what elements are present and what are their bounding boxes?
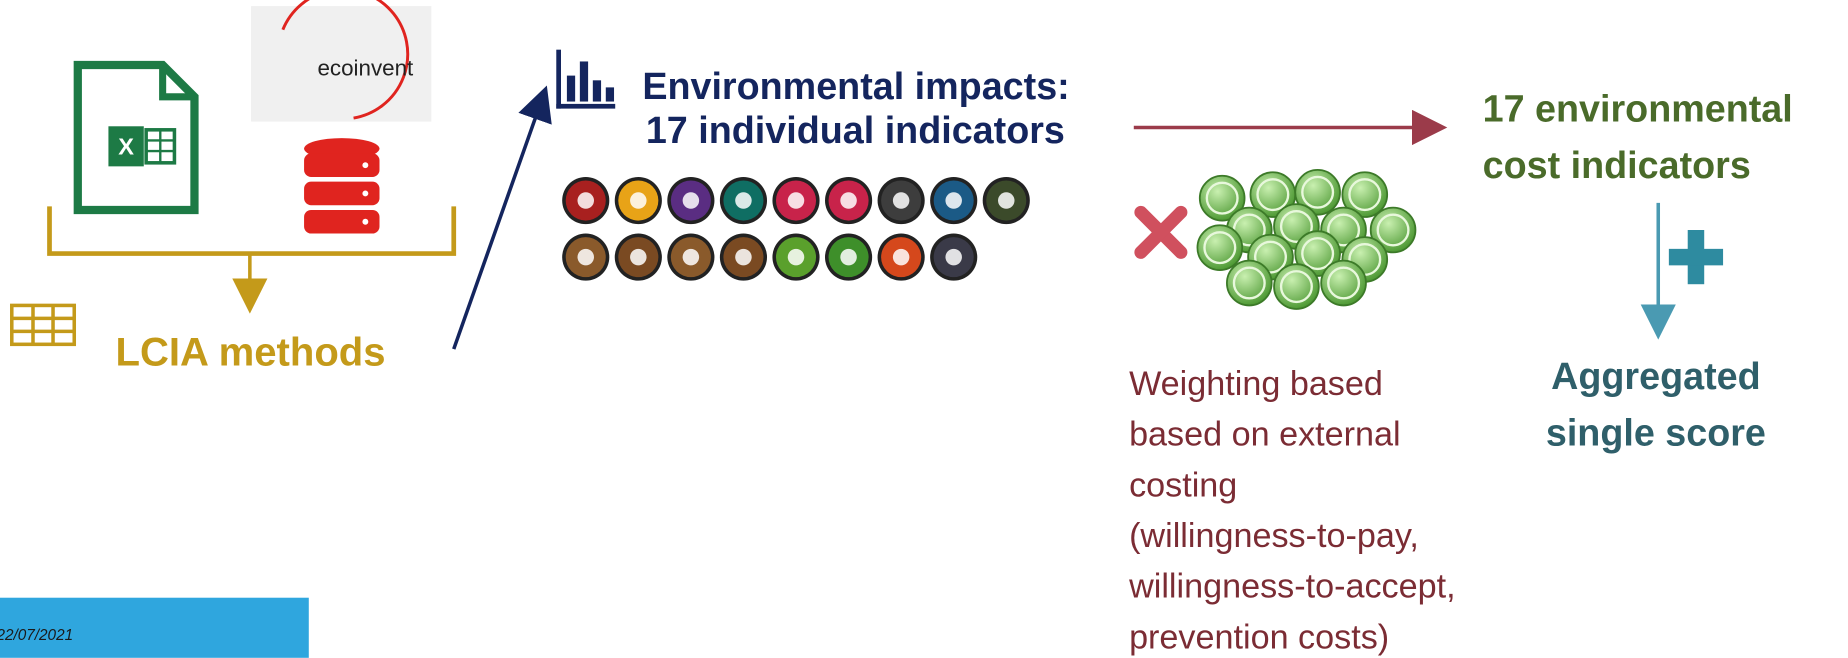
footer-bar xyxy=(0,597,309,658)
weighting-line: based on external xyxy=(1129,416,1401,454)
coin-rim xyxy=(1203,231,1237,265)
arrow xyxy=(452,85,552,350)
coin-rim xyxy=(1279,270,1313,304)
logo-text: ecoinvent xyxy=(317,56,414,81)
impact-icon-symbol xyxy=(945,248,962,266)
weighting-text: Weighting based based on external costing (… xyxy=(1128,365,1456,656)
weighting-line: willingness-to-accept, xyxy=(1128,568,1456,606)
cost-title: 17 environmental xyxy=(1483,88,1793,130)
coin-rim xyxy=(1327,213,1361,247)
impact-icon-symbol xyxy=(682,192,700,209)
weighting-line: (willingness-to-pay, xyxy=(1129,517,1419,555)
coin-rim xyxy=(1279,209,1313,243)
plus-sign xyxy=(1668,230,1724,285)
impact-icons xyxy=(562,176,1030,281)
ecoinvent-logo: ecoinvent xyxy=(251,0,432,122)
coin-rim xyxy=(1301,237,1335,271)
impact-icon-symbol xyxy=(787,192,805,209)
weighting-line: costing xyxy=(1129,466,1237,504)
weighting-line: prevention costs) xyxy=(1129,618,1389,656)
cost-title: cost indicators xyxy=(1483,144,1751,186)
coin-rim xyxy=(1256,178,1290,212)
impact-icon-symbol xyxy=(577,192,594,209)
impact-icon-symbol xyxy=(945,192,962,209)
impact-icon-symbol xyxy=(577,248,594,266)
svg-text:X: X xyxy=(118,134,134,160)
euro-coins xyxy=(1196,169,1417,310)
coin-rim xyxy=(1232,266,1266,300)
impacts-title: 17 individual indicators xyxy=(646,109,1065,151)
aggregate-text: single score xyxy=(1546,412,1766,454)
multiply-sign xyxy=(1134,205,1188,259)
impact-icon-symbol xyxy=(892,192,910,209)
bar-icon xyxy=(556,49,616,109)
impact-icon-symbol xyxy=(682,248,700,266)
database-icon xyxy=(304,138,380,234)
impact-icon-symbol xyxy=(998,192,1015,209)
aggregate-text: Aggregated xyxy=(1551,355,1760,397)
coin-rim xyxy=(1205,181,1239,215)
lcia-label: LCIA methods xyxy=(115,331,385,375)
impact-icon-symbol xyxy=(630,192,647,209)
table-icon xyxy=(10,303,77,347)
footer-date: 22/07/2021 xyxy=(0,627,73,644)
impacts-title: Environmental impacts: xyxy=(642,65,1069,107)
impact-icon-symbol xyxy=(630,248,647,266)
coin-rim xyxy=(1376,213,1410,247)
coin-rim xyxy=(1301,175,1335,209)
impact-icon-symbol xyxy=(840,248,857,266)
coin-rim xyxy=(1348,178,1382,212)
impact-icon-symbol xyxy=(892,248,910,266)
excel-icon: X xyxy=(73,60,199,215)
impact-icon-symbol xyxy=(735,248,752,266)
coin-rim xyxy=(1254,240,1287,274)
coin-rim xyxy=(1327,266,1361,300)
impact-icon-symbol xyxy=(840,192,857,209)
impact-icon-symbol xyxy=(787,248,805,266)
impact-icon-symbol xyxy=(735,192,752,209)
weighting-line: Weighting based xyxy=(1129,365,1383,403)
